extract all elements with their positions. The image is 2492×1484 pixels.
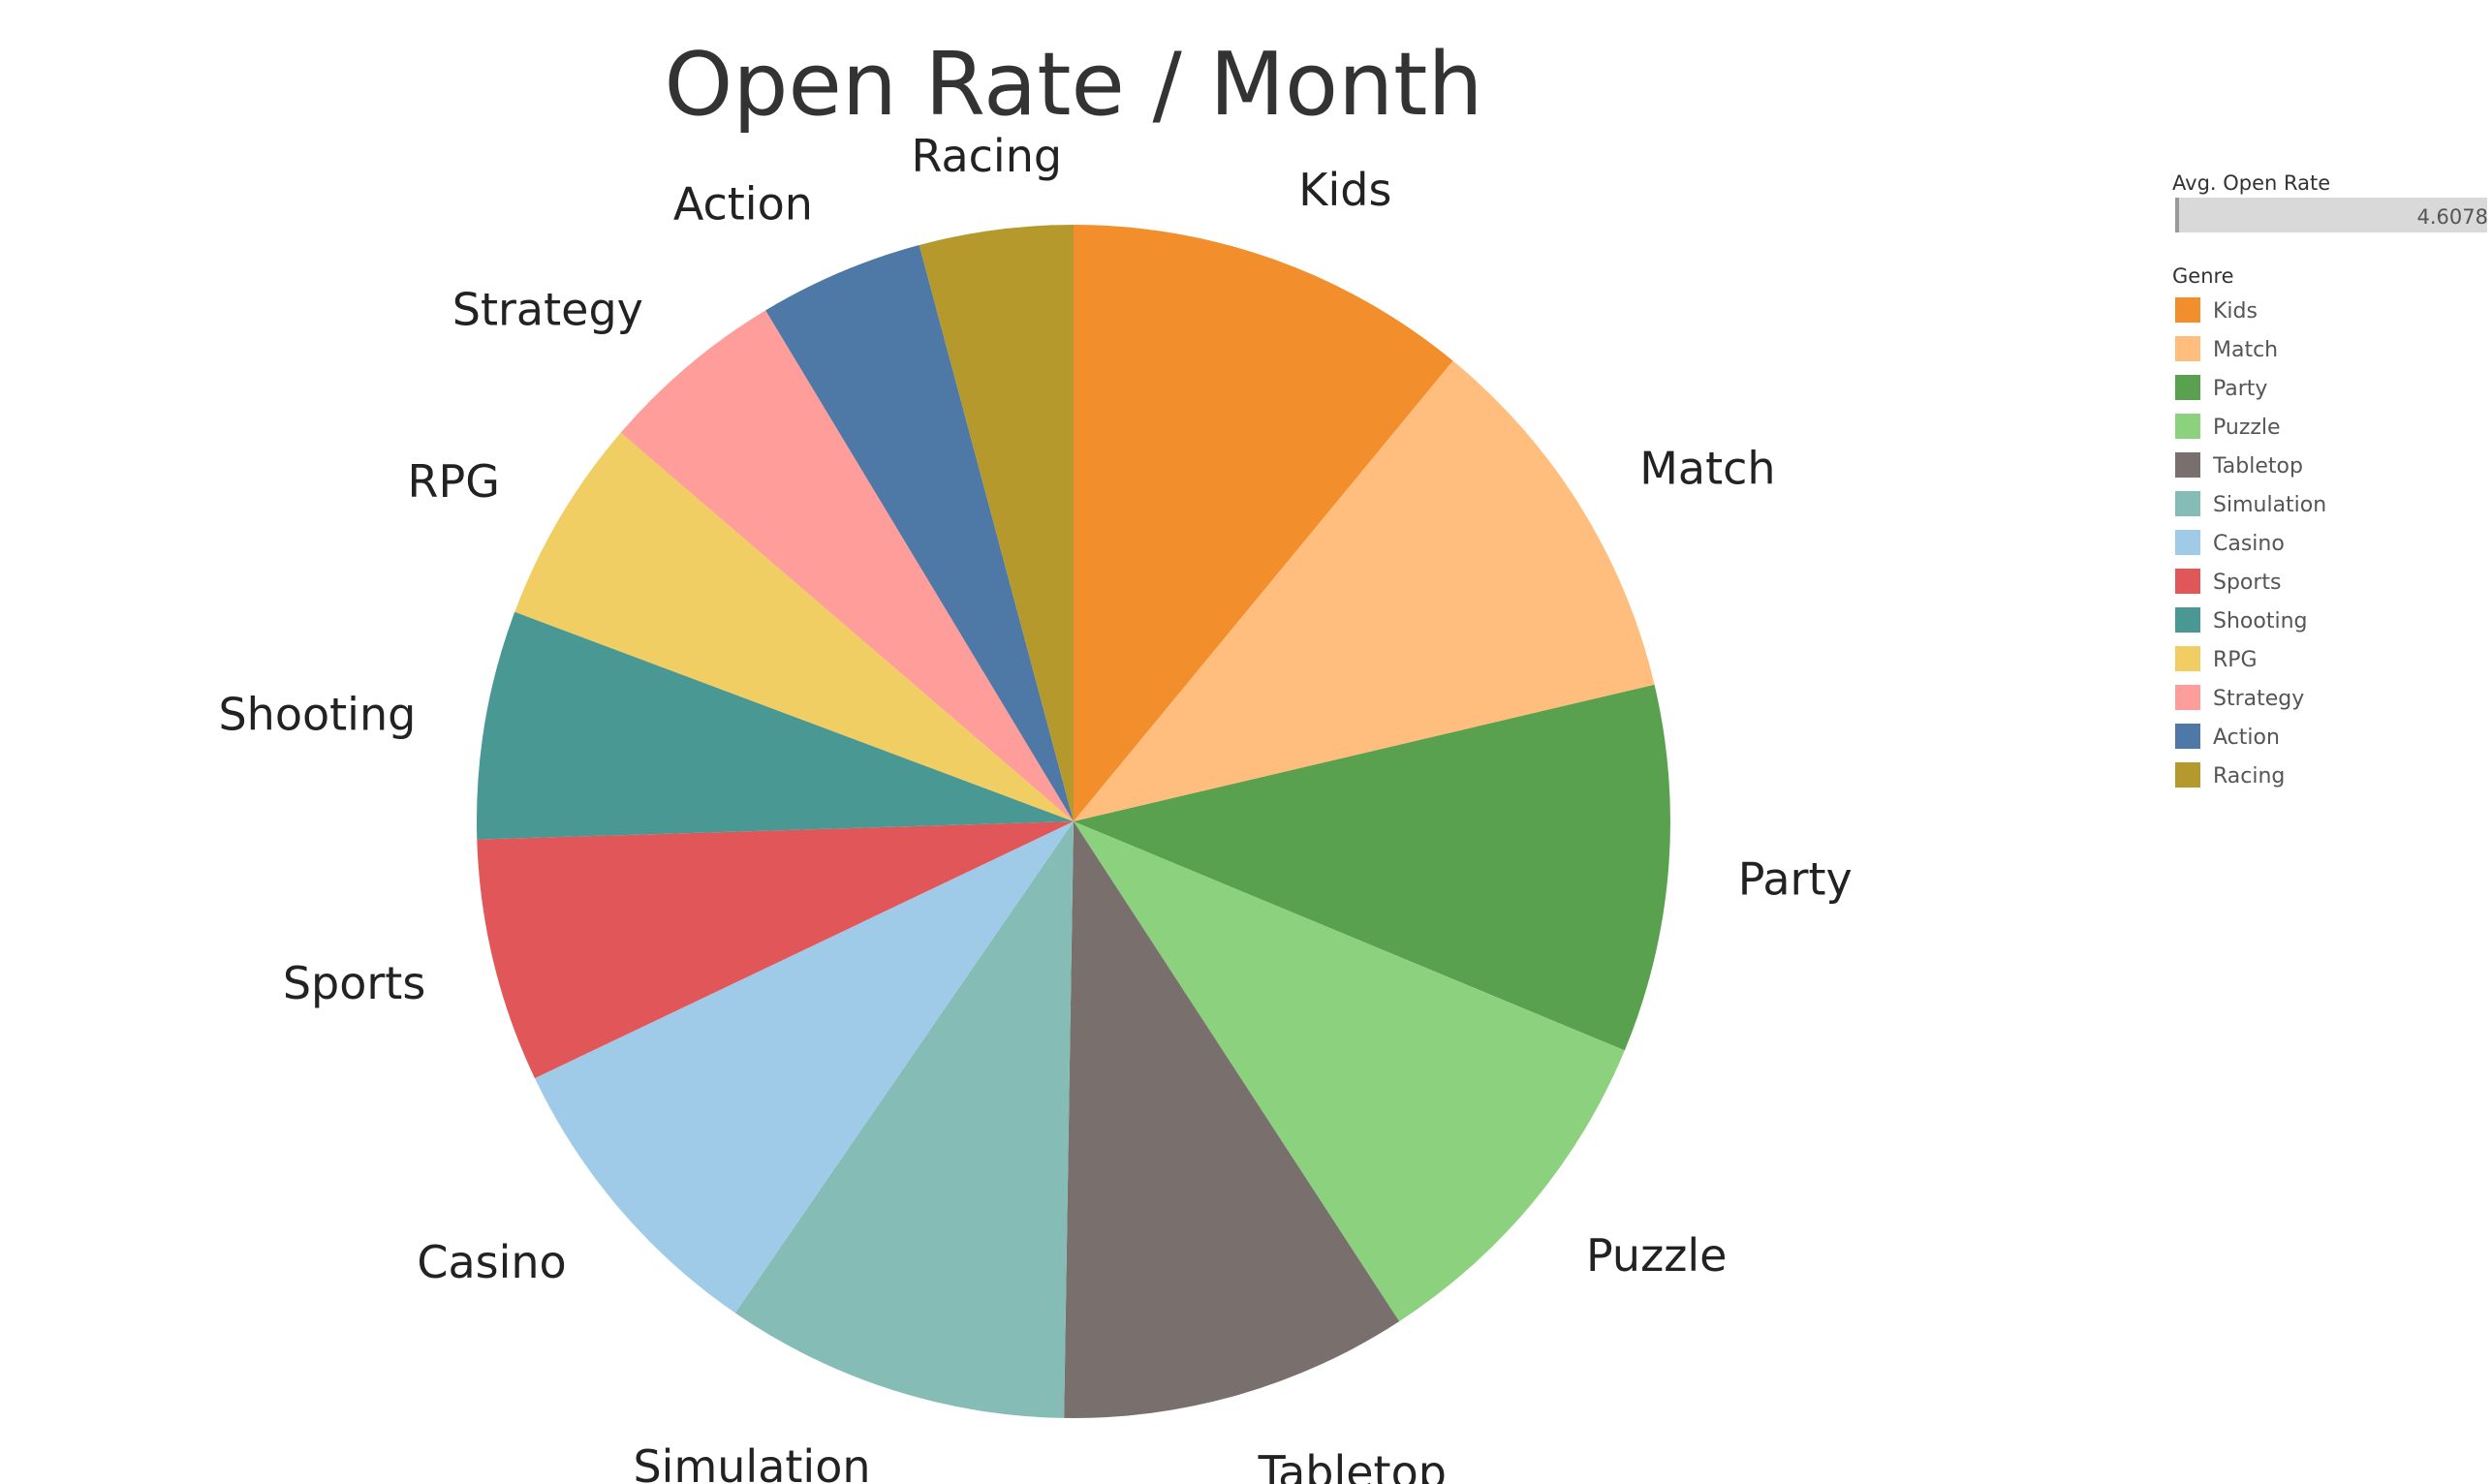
legend-swatch-kids[interactable]: [2175, 297, 2200, 323]
slice-label-tabletop: Tabletop: [1258, 1446, 1447, 1484]
slice-rpg[interactable]: [514, 432, 1074, 821]
slice-action[interactable]: [765, 244, 1074, 821]
legend-swatch-puzzle[interactable]: [2175, 414, 2200, 439]
legend-swatch-tabletop[interactable]: [2175, 452, 2200, 478]
legend-label-casino[interactable]: Casino: [2213, 532, 2285, 556]
pie-slice-labels: Kids Match Party Puzzle Tabletop Simulation Ca…: [218, 130, 1852, 1484]
slice-label-party: Party: [1738, 853, 1853, 906]
legend-swatch-action[interactable]: [2175, 724, 2200, 749]
slice-party[interactable]: [1074, 684, 1670, 1051]
slice-label-simulation: Simulation: [633, 1440, 870, 1484]
legend-swatch-match[interactable]: [2175, 336, 2200, 361]
slice-label-casino: Casino: [417, 1236, 566, 1288]
legend-label-puzzle[interactable]: Puzzle: [2213, 416, 2281, 440]
slice-racing[interactable]: [919, 225, 1074, 821]
slice-label-match: Match: [1639, 443, 1775, 495]
legend-label-simulation[interactable]: Simulation: [2213, 493, 2326, 517]
legend-swatch-sports[interactable]: [2175, 569, 2200, 594]
slice-label-sports: Sports: [283, 957, 425, 1009]
legend-swatch-racing[interactable]: [2175, 762, 2200, 788]
color-legend-items: Kids Match Party Puzzle Tabletop Simulation Ca…: [2175, 297, 2326, 788]
slice-sports[interactable]: [477, 821, 1074, 1079]
legend-label-strategy[interactable]: Strategy: [2213, 687, 2304, 711]
legend-label-racing[interactable]: Racing: [2213, 764, 2285, 788]
size-legend-bar-end: [2175, 198, 2179, 232]
legend-swatch-rpg[interactable]: [2175, 646, 2200, 671]
slice-match[interactable]: [1074, 360, 1655, 821]
legend-swatch-shooting[interactable]: [2175, 607, 2200, 633]
slice-tabletop[interactable]: [1064, 821, 1400, 1418]
slice-label-kids: Kids: [1298, 164, 1391, 216]
slice-label-racing: Racing: [912, 130, 1063, 182]
slice-label-action: Action: [673, 178, 813, 231]
legend-label-party[interactable]: Party: [2213, 377, 2267, 401]
slice-strategy[interactable]: [620, 310, 1074, 822]
color-legend-title: Genre: [2172, 264, 2234, 288]
legend-label-sports[interactable]: Sports: [2213, 571, 2282, 595]
slice-label-shooting: Shooting: [218, 688, 416, 740]
legend-label-action[interactable]: Action: [2213, 726, 2280, 750]
slice-puzzle[interactable]: [1074, 821, 1625, 1322]
legend-panel: Avg. Open Rate 4.6078 Genre Kids Match Par…: [2172, 171, 2488, 788]
legend-label-rpg[interactable]: RPG: [2213, 648, 2258, 672]
slice-label-puzzle: Puzzle: [1586, 1229, 1727, 1282]
legend-label-shooting[interactable]: Shooting: [2213, 609, 2307, 634]
pie-slices: [476, 225, 1670, 1418]
legend-swatch-strategy[interactable]: [2175, 685, 2200, 710]
legend-label-tabletop[interactable]: Tabletop: [2212, 454, 2303, 479]
slice-simulation[interactable]: [734, 821, 1074, 1418]
slice-kids[interactable]: [1074, 225, 1453, 821]
size-legend-title: Avg. Open Rate: [2172, 171, 2330, 195]
chart-title: Open Rate / Month: [665, 34, 1483, 136]
legend-swatch-casino[interactable]: [2175, 530, 2200, 555]
slice-label-rpg: RPG: [408, 455, 500, 508]
slice-label-strategy: Strategy: [452, 284, 643, 336]
slice-shooting[interactable]: [476, 611, 1074, 840]
size-legend-value: 4.6078: [2417, 205, 2488, 229]
slice-casino[interactable]: [534, 821, 1074, 1314]
size-legend-bar: [2175, 198, 2487, 232]
legend-label-match[interactable]: Match: [2213, 338, 2278, 362]
legend-swatch-simulation[interactable]: [2175, 491, 2200, 516]
legend-label-kids[interactable]: Kids: [2213, 299, 2258, 324]
legend-swatch-party[interactable]: [2175, 375, 2200, 400]
